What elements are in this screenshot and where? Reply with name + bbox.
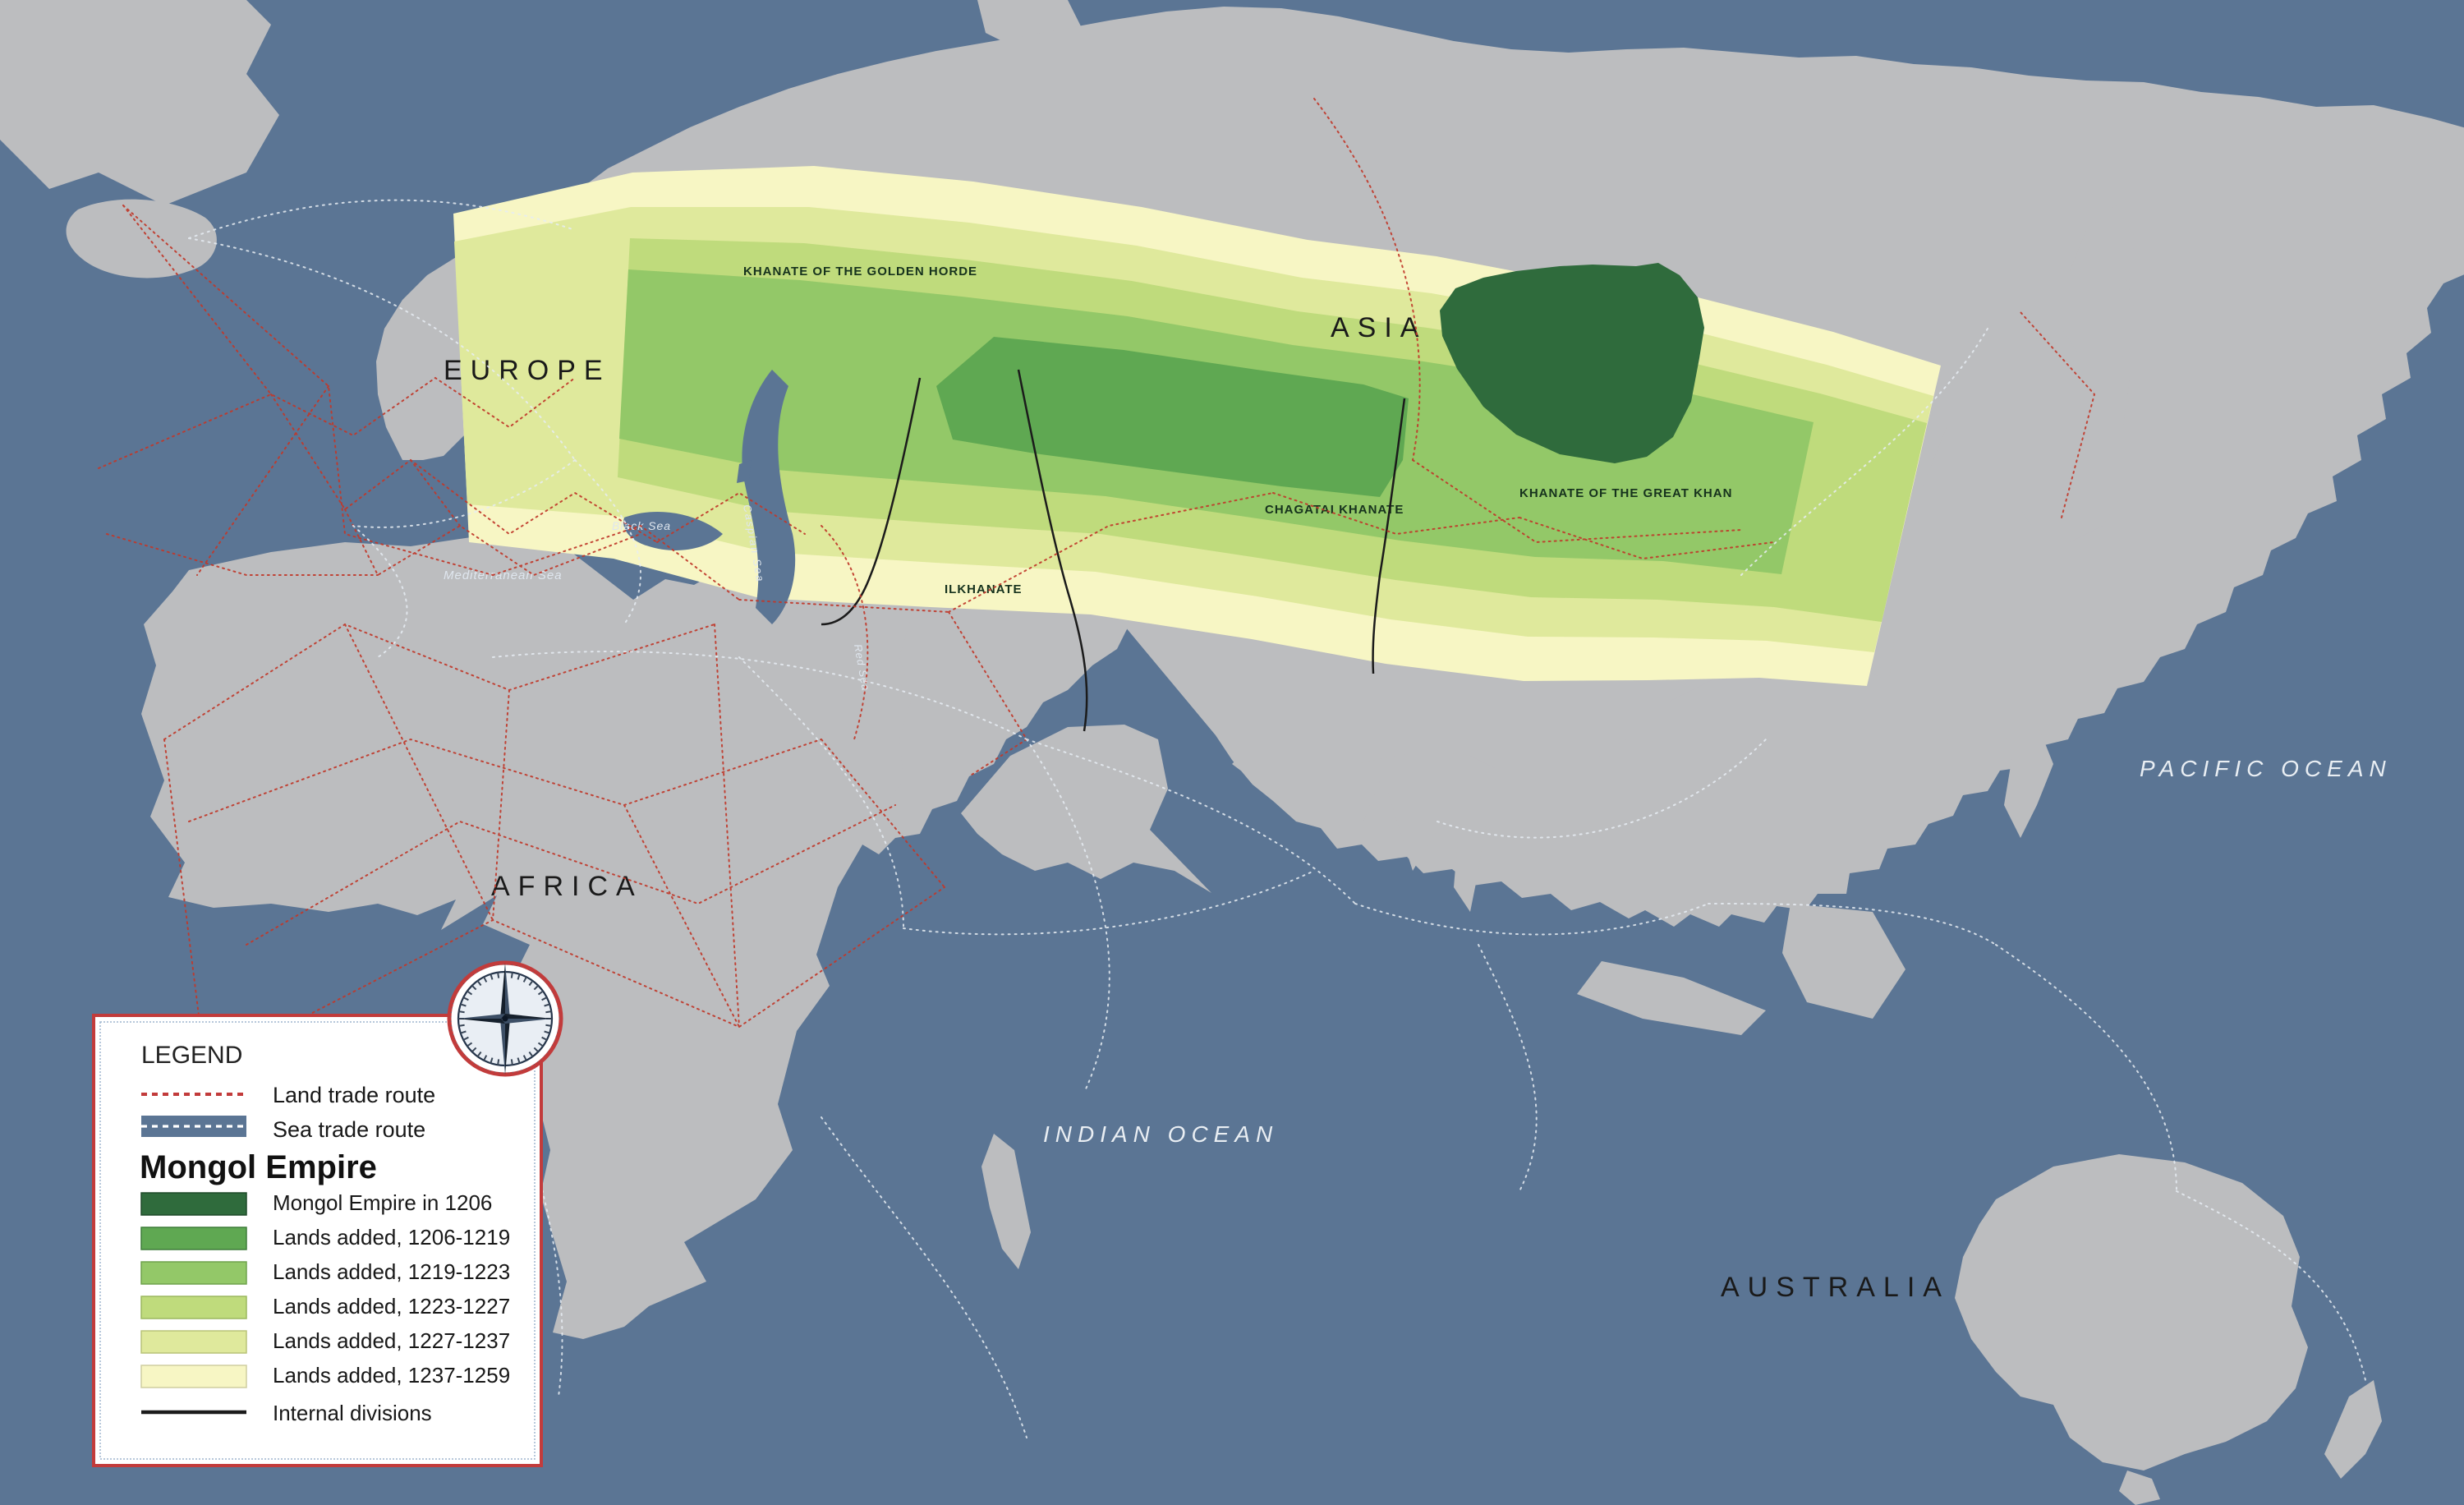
svg-text:Lands added, 1237-1259: Lands added, 1237-1259 [273,1363,510,1388]
svg-text:AUSTRALIA: AUSTRALIA [1721,1272,1950,1303]
svg-text:PACIFIC OCEAN: PACIFIC OCEAN [2140,756,2392,781]
svg-text:Lands added, 1219-1223: Lands added, 1219-1223 [273,1259,510,1284]
svg-text:ILKHANATE: ILKHANATE [945,582,1023,596]
svg-text:KHANATE OF THE GOLDEN HORDE: KHANATE OF THE GOLDEN HORDE [743,265,977,278]
svg-text:Sea trade route: Sea trade route [273,1117,425,1142]
svg-text:ASIA: ASIA [1331,312,1427,343]
svg-text:Mongol Empire: Mongol Empire [140,1149,377,1185]
svg-text:LEGEND: LEGEND [141,1042,242,1069]
svg-text:AFRICA: AFRICA [491,871,643,902]
svg-text:Lands added, 1223-1227: Lands added, 1223-1227 [273,1294,510,1319]
svg-text:CHAGATAI KHANATE: CHAGATAI KHANATE [1265,503,1404,517]
svg-text:Lands added, 1206-1219: Lands added, 1206-1219 [273,1225,510,1250]
svg-text:EUROPE: EUROPE [444,355,611,386]
svg-text:KHANATE OF THE GREAT KHAN: KHANATE OF THE GREAT KHAN [1519,486,1732,500]
svg-text:Lands added, 1227-1237: Lands added, 1227-1237 [273,1328,510,1353]
svg-text:INDIAN OCEAN: INDIAN OCEAN [1043,1121,1278,1147]
svg-text:Internal divisions: Internal divisions [273,1401,432,1425]
svg-text:Land trade route: Land trade route [273,1083,435,1107]
svg-text:Mongol Empire in 1206: Mongol Empire in 1206 [273,1190,492,1215]
